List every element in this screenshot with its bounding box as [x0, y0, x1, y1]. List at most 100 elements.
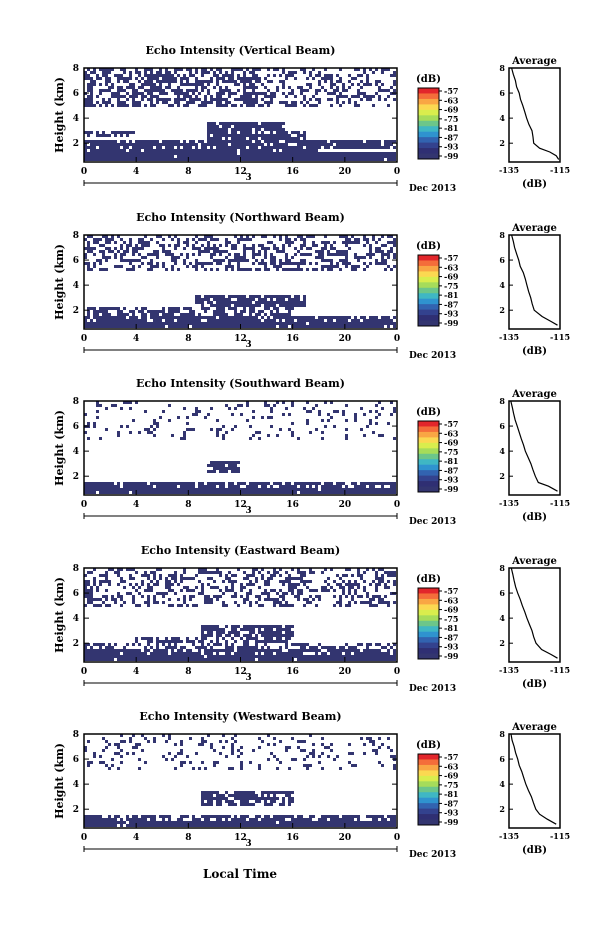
echo-cell: [171, 104, 174, 107]
echo-cell: [87, 571, 90, 574]
echo-cell: [117, 101, 120, 104]
echo-cell: [333, 652, 336, 655]
echo-cell: [267, 794, 270, 797]
echo-cell: [150, 89, 153, 92]
echo-cell: [252, 646, 255, 649]
echo-cell: [252, 104, 255, 107]
echo-cell: [144, 244, 147, 247]
echo-cell: [378, 595, 381, 598]
echo-cell: [345, 574, 348, 577]
echo-cell: [327, 577, 330, 580]
colorbar-segment: [418, 588, 439, 594]
echo-cell: [204, 104, 207, 107]
average-y-tick-label: 2: [499, 471, 505, 481]
echo-cell: [198, 92, 201, 95]
echo-cell: [315, 149, 318, 152]
echo-cell: [177, 155, 180, 158]
echo-cell: [243, 122, 246, 125]
echo-cell: [162, 307, 165, 310]
echo-cell: [171, 577, 174, 580]
echo-cell: [168, 574, 171, 577]
echo-cell: [384, 253, 387, 256]
echo-cell: [252, 152, 255, 155]
echo-cell: [345, 316, 348, 319]
echo-cell: [99, 262, 102, 265]
echo-cell: [342, 253, 345, 256]
echo-cell: [330, 743, 333, 746]
echo-cell: [132, 488, 135, 491]
echo-cell: [282, 92, 285, 95]
echo-cell: [225, 244, 228, 247]
echo-cell: [150, 571, 153, 574]
echo-cell: [117, 568, 120, 571]
echo-cell: [291, 568, 294, 571]
echo-cell: [204, 634, 207, 637]
echo-cell: [363, 589, 366, 592]
echo-cell: [120, 488, 123, 491]
echo-cell: [225, 491, 228, 494]
echo-cell: [324, 646, 327, 649]
echo-cell: [99, 580, 102, 583]
echo-cell: [375, 658, 378, 661]
echo-cell: [267, 122, 270, 125]
echo-cell: [297, 658, 300, 661]
echo-cell: [336, 152, 339, 155]
echo-cell: [258, 631, 261, 634]
echo-cell: [267, 646, 270, 649]
echo-cell: [108, 250, 111, 253]
echo-cell: [366, 737, 369, 740]
echo-cell: [384, 646, 387, 649]
echo-cell: [210, 95, 213, 98]
echo-cell: [147, 637, 150, 640]
echo-cell: [372, 655, 375, 658]
echo-cell: [345, 244, 348, 247]
echo-cell: [261, 791, 264, 794]
echo-cell: [375, 643, 378, 646]
echo-cell: [204, 637, 207, 640]
echo-cell: [285, 146, 288, 149]
echo-cell: [222, 734, 225, 737]
echo-cell: [99, 158, 102, 161]
echo-cell: [105, 307, 108, 310]
echo-cell: [279, 488, 282, 491]
echo-cell: [261, 235, 264, 238]
echo-cell: [267, 598, 270, 601]
echo-cell: [345, 595, 348, 598]
echo-cell: [279, 262, 282, 265]
echo-cell: [363, 482, 366, 485]
x-tick-label: 0: [81, 334, 87, 344]
echo-cell: [195, 322, 198, 325]
echo-cell: [168, 640, 171, 643]
echo-cell: [138, 322, 141, 325]
echo-cell: [297, 649, 300, 652]
echo-cell: [132, 259, 135, 262]
echo-cell: [84, 149, 87, 152]
echo-cell: [135, 319, 138, 322]
colorbar-frame: [417, 420, 440, 493]
echo-cell: [123, 586, 126, 589]
echo-cell: [120, 568, 123, 571]
echo-cell: [201, 583, 204, 586]
echo-cell: [228, 767, 231, 770]
echo-cell: [288, 259, 291, 262]
echo-cell: [279, 298, 282, 301]
echo-cell: [288, 767, 291, 770]
average-y-tick-label: 8: [499, 63, 505, 73]
y-axis-label: Height (km): [53, 77, 66, 153]
echo-cell: [84, 655, 87, 658]
colorbar-tick-label: -87: [444, 132, 458, 142]
colorbar-tick-label: -69: [444, 105, 459, 115]
echo-cell: [270, 649, 273, 652]
echo-cell: [372, 485, 375, 488]
echo-cell: [156, 95, 159, 98]
echo-cell: [375, 316, 378, 319]
echo-cell: [216, 268, 219, 271]
echo-cell: [381, 244, 384, 247]
echo-cell: [228, 122, 231, 125]
echo-cell: [228, 658, 231, 661]
average-y-tick-label: 8: [499, 230, 505, 240]
echo-cell: [354, 158, 357, 161]
echo-cell: [159, 652, 162, 655]
echo-cell: [324, 68, 327, 71]
echo-cell: [180, 313, 183, 316]
